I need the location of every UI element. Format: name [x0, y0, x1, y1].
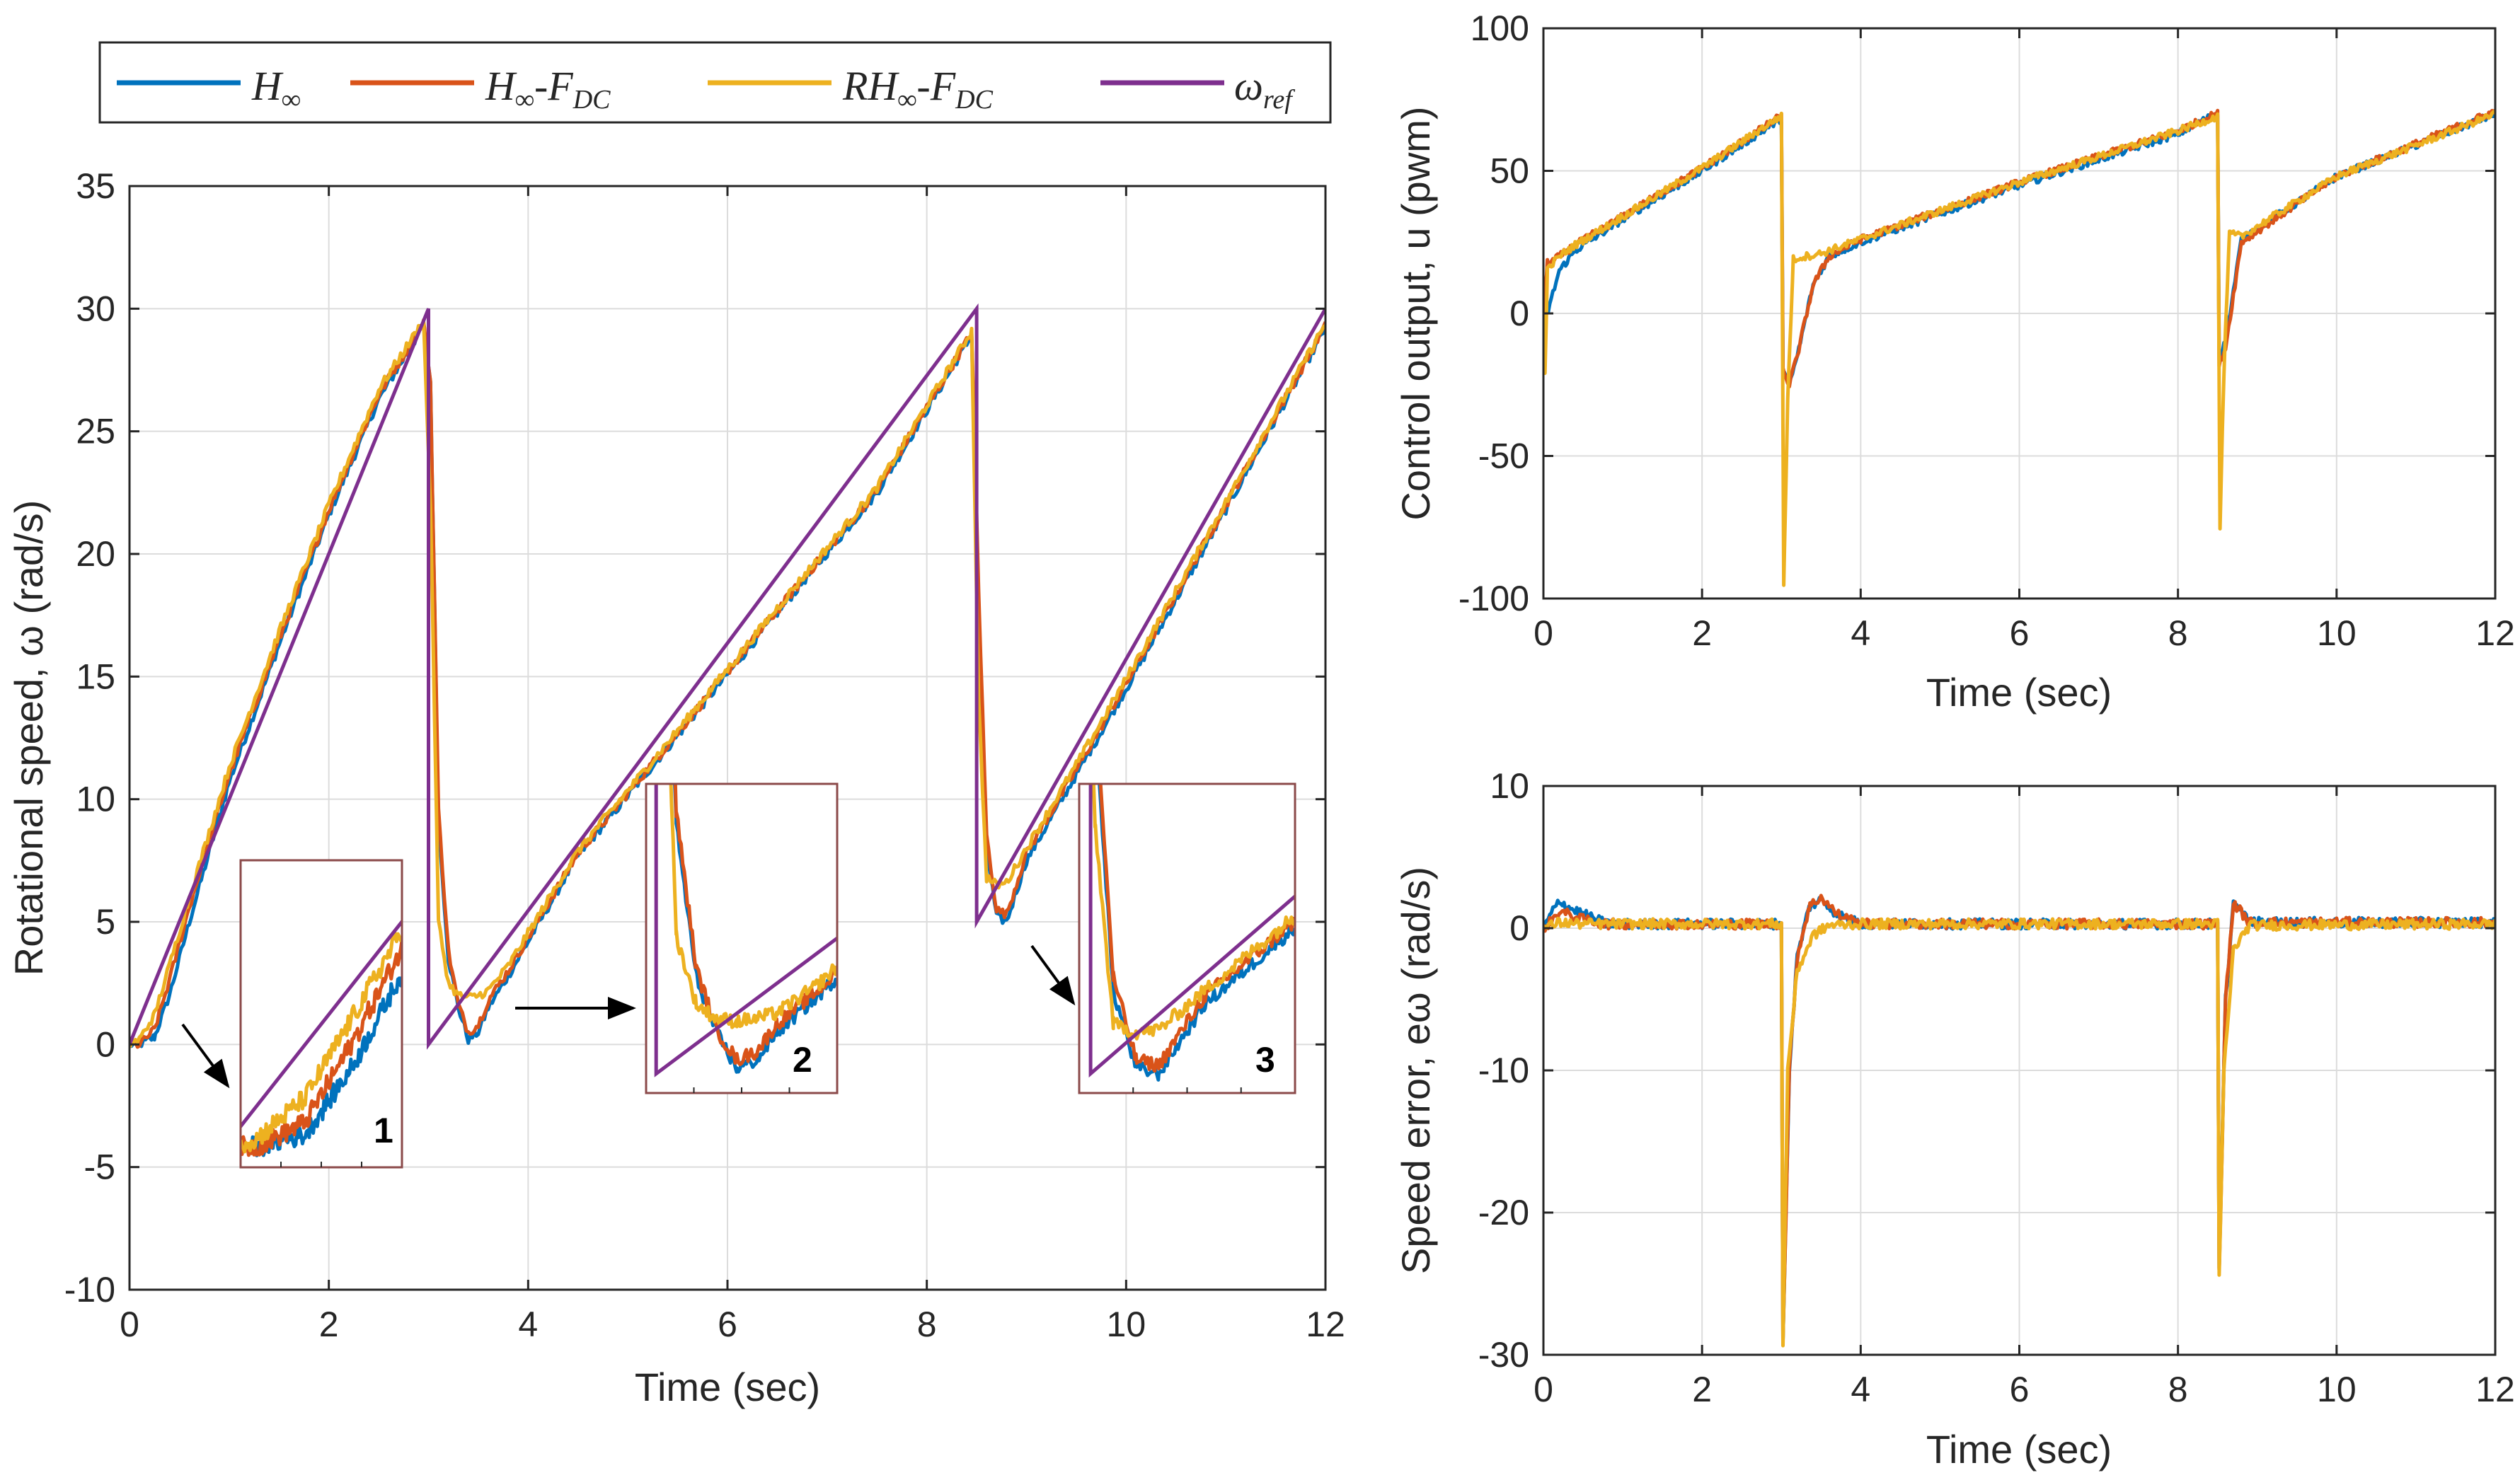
inset-2-series-line-2 [673, 784, 837, 1067]
error-xtick-label: 8 [2168, 1370, 2188, 1409]
error-xlabel: Time (sec) [1926, 1427, 2112, 1472]
speed-ytick-label: -5 [84, 1147, 115, 1187]
error-series-group [1543, 894, 2495, 1348]
speed-ytick-label: 5 [96, 902, 115, 942]
control-ytick-label: -50 [1478, 437, 1529, 476]
speed-xtick-label: 2 [319, 1305, 339, 1344]
control-ticks: 0 2 4 6 8 10 12 -100 -50 0 50 100 [1459, 8, 2515, 653]
control-xtick-label: 8 [2168, 613, 2188, 653]
inset-1-series-line-2 [241, 940, 402, 1157]
speed-xtick-label: 12 [1306, 1305, 1345, 1344]
speed-ytick-label: 25 [76, 412, 115, 451]
error-chart: 0 2 4 6 8 10 12 -30 -20 -10 0 10 Time (sec) Speed e… [1393, 766, 2515, 1472]
speed-xlabel: Time (sec) [635, 1365, 820, 1409]
error-ytick-label: 10 [1490, 766, 1529, 806]
error-ytick-label: -20 [1478, 1193, 1529, 1232]
legend-entry-h-inf: H∞ [117, 63, 301, 115]
control-series-group [1543, 108, 2495, 587]
control-xtick-label: 6 [2010, 613, 2030, 653]
error-ytick-label: 0 [1509, 908, 1529, 948]
inset-3-background [1079, 784, 1295, 1093]
error-xtick-label: 2 [1692, 1370, 1712, 1409]
error-ytick-label: -10 [1478, 1051, 1529, 1090]
speed-series-group [130, 303, 1325, 1050]
control-xtick-label: 10 [2317, 613, 2357, 653]
legend-entry-omega-ref: ωref [1100, 63, 1295, 115]
error-ylabel: Speed error, eω (rad/s) [1393, 867, 1438, 1274]
arrow-to-inset-3 [1030, 944, 1076, 1006]
control-chart: 0 2 4 6 8 10 12 -100 -50 0 50 100 Time (sec) Contro… [1393, 8, 2515, 715]
control-xtick-label: 0 [1534, 613, 1553, 653]
control-ytick-label: 0 [1509, 294, 1529, 333]
speed-xtick-label: 0 [120, 1305, 139, 1344]
inset-2-label: 2 [793, 1040, 812, 1080]
inset-2-series-line-3 [669, 784, 837, 1029]
speed-xtick-label: 10 [1107, 1305, 1146, 1344]
speed-ytick-label: 10 [76, 780, 115, 819]
speed-ytick-label: 0 [96, 1024, 115, 1064]
inset-3-series-line-1 [1098, 784, 1295, 1082]
inset-3: 3 [1078, 782, 1296, 1094]
error-xtick-label: 0 [1534, 1370, 1553, 1409]
legend-label-rh-inf-fdc: RH∞-FDC [842, 63, 994, 115]
error-xtick-label: 6 [2010, 1370, 2030, 1409]
control-ytick-label: 100 [1471, 8, 1529, 48]
speed-ytick-label: 30 [76, 289, 115, 328]
control-ytick-label: 50 [1490, 151, 1529, 191]
inset-3-series [1079, 784, 1295, 1093]
speed-xtick-label: 4 [518, 1305, 538, 1344]
control-xtick-label: 4 [1851, 613, 1870, 653]
inset-1: 1 [239, 859, 403, 1169]
inset-3-series-line-2 [1098, 784, 1295, 1073]
control-xtick-label: 2 [1692, 613, 1712, 653]
inset-1-label: 1 [374, 1111, 393, 1150]
control-series-line-3 [1543, 110, 2495, 587]
error-xtick-label: 4 [1851, 1370, 1870, 1409]
control-xlabel: Time (sec) [1926, 670, 2112, 715]
arrow-to-inset-1 [181, 1023, 230, 1089]
speed-series-line-3 [130, 318, 1325, 1048]
inset-1-series-line-3 [241, 931, 402, 1154]
legend-entry-h-inf-fdc: H∞-FDC [350, 63, 611, 115]
legend: H∞ H∞-FDC RH∞-FDC ωref [98, 41, 1332, 124]
legend-label-omega-ref: ωref [1234, 63, 1295, 115]
control-ytick-label: -100 [1459, 579, 1529, 618]
error-xtick-label: 10 [2317, 1370, 2357, 1409]
control-xtick-label: 12 [2475, 613, 2515, 653]
speed-xtick-label: 6 [718, 1305, 737, 1344]
legend-label-h-inf: H∞ [251, 63, 301, 115]
error-series-line-3 [1543, 916, 2495, 1348]
speed-ytick-label: 35 [76, 166, 115, 206]
speed-ytick-label: 15 [76, 657, 115, 696]
speed-ytick-label: 20 [76, 534, 115, 574]
inset-3-label: 3 [1255, 1040, 1275, 1080]
legend-entry-rh-inf-fdc: RH∞-FDC [708, 63, 994, 115]
speed-ytick-label: -10 [64, 1270, 115, 1310]
inset-3-reference-line [1088, 784, 1295, 1078]
inset-arrows [181, 944, 1076, 1089]
inset-1-series [241, 860, 402, 1167]
inset-2-series [646, 784, 837, 1093]
inset-2: 2 [645, 782, 839, 1094]
error-ytick-label: -30 [1478, 1335, 1529, 1375]
legend-label-h-inf-fdc: H∞-FDC [485, 63, 611, 115]
speed-xtick-label: 8 [917, 1305, 937, 1344]
control-ylabel: Control output, u (pwm) [1393, 106, 1438, 520]
error-xtick-label: 12 [2475, 1370, 2515, 1409]
error-ticks: 0 2 4 6 8 10 12 -30 -20 -10 0 10 [1478, 766, 2515, 1409]
speed-ylabel: Rotational speed, ω (rad/s) [6, 500, 51, 976]
inset-3-series-line-3 [1091, 784, 1295, 1041]
speed-reference-line [130, 303, 1325, 1050]
